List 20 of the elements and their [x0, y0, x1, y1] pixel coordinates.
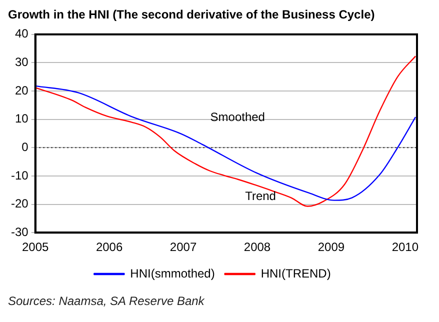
annotation: Trend: [245, 189, 276, 204]
y-tick-label: 20: [14, 83, 29, 98]
x-tick-label: 2010: [392, 240, 419, 254]
legend-label: HNI(smmothed): [130, 266, 215, 280]
y-tick-label: -30: [11, 224, 29, 239]
x-tick-label: 2005: [22, 240, 50, 254]
x-tick-label: 2009: [318, 240, 345, 254]
y-tick-label: 40: [14, 26, 29, 41]
annotation: Smoothed: [210, 110, 265, 124]
legend-label: HNI(TREND): [260, 266, 331, 280]
y-tick-label: 10: [14, 112, 29, 126]
y-tick-label: -10: [11, 168, 29, 182]
y-tick-label: 0: [22, 140, 29, 154]
y-tick-label: 30: [14, 55, 29, 70]
x-tick-label: 2008: [244, 240, 271, 254]
y-tick-label: -20: [11, 196, 29, 211]
x-tick-label: 2007: [170, 240, 197, 254]
source-note: Sources: Naamsa, SA Reserve Bank: [8, 294, 206, 308]
chart-title: Growth in the HNI (The second derivative of the Business Cycle): [8, 8, 375, 22]
x-tick-label: 2006: [96, 240, 123, 254]
